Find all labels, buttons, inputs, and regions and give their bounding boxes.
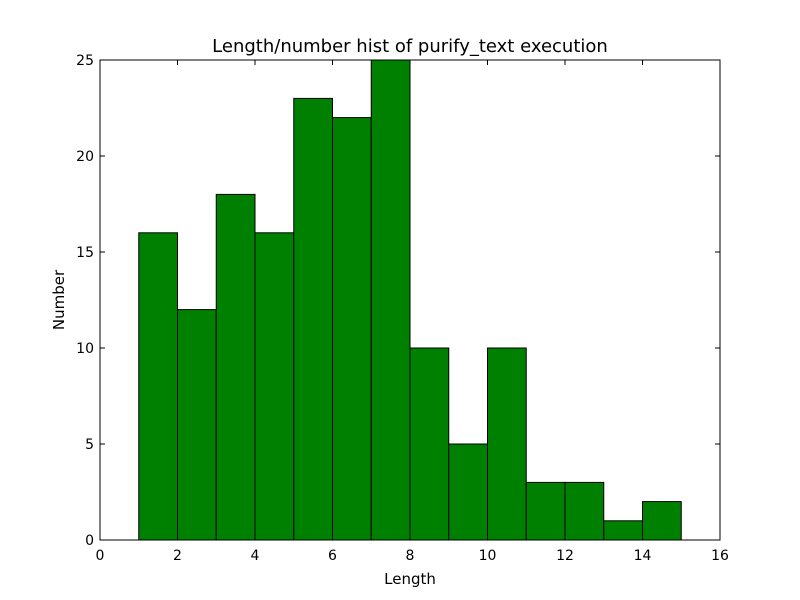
x-axis-label: Length [384,570,436,588]
histogram-bar [138,232,178,541]
histogram-bar [603,520,643,541]
histogram-bar [409,347,450,541]
histogram-bar [525,481,566,541]
y-tick-label: 0 [85,533,94,549]
x-tick-label: 0 [96,548,105,564]
ticks-group: 0 2 4 6 8 10 12 14 16 0 5 10 15 20 25 [76,53,729,564]
x-tick-label: 2 [173,548,182,564]
y-tick-label: 10 [76,341,94,357]
histogram-bar [254,232,295,541]
x-tick-label: 4 [251,548,260,564]
y-axis-label: Number [50,269,68,330]
x-tick-label: 8 [406,548,415,564]
y-tick-label: 20 [76,149,94,165]
bars-group [138,59,682,541]
histogram-bar [448,443,488,541]
x-tick-label: 14 [634,548,652,564]
histogram-bar [293,97,333,541]
histogram-bar [370,59,411,541]
histogram-bar [642,501,682,541]
histogram-bar [215,193,256,541]
x-tick-label: 12 [556,548,574,564]
y-tick-label: 25 [76,53,94,69]
x-tick-label: 6 [328,548,337,564]
histogram-bar [177,309,217,541]
y-tick-label: 5 [85,437,94,453]
histogram-bar [332,117,372,541]
chart-title: Length/number hist of purify_text execut… [212,36,608,57]
x-tick-label: 16 [711,548,729,564]
y-tick-label: 15 [76,245,94,261]
histogram-bar [487,347,527,541]
histogram-bar [564,481,605,541]
x-tick-label: 10 [479,548,497,564]
